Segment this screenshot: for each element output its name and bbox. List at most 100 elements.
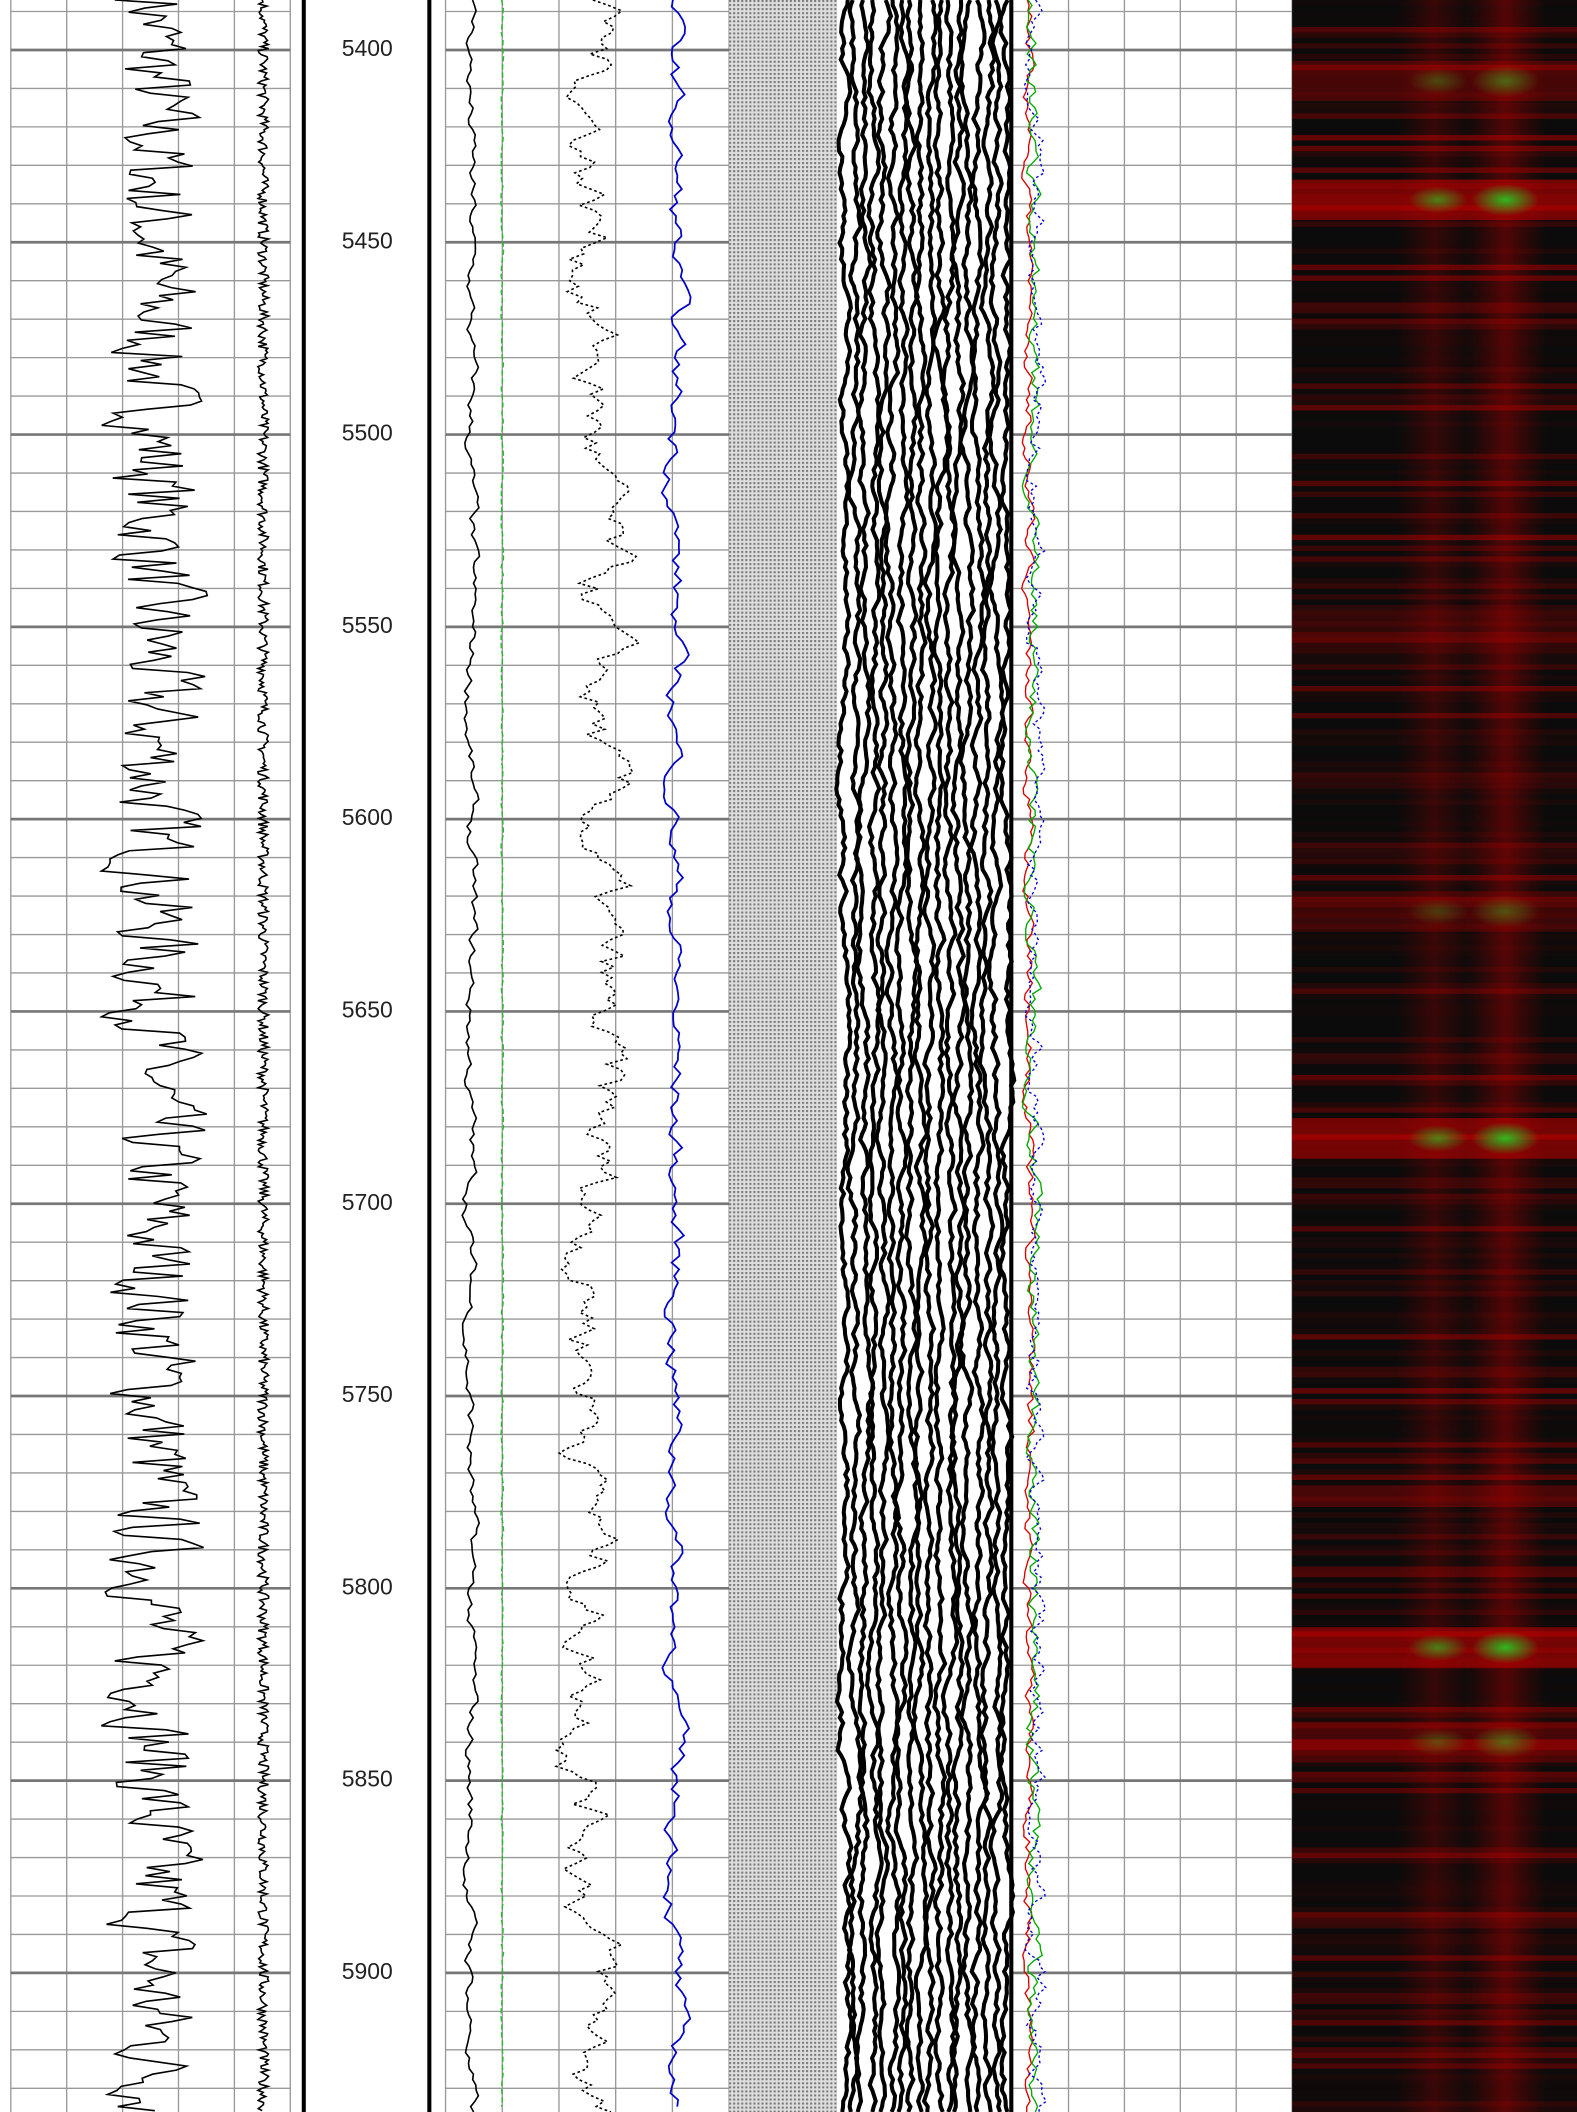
- heat-band: [1292, 729, 1577, 735]
- heat-band: [1292, 664, 1577, 670]
- heat-band: [1292, 275, 1577, 281]
- heat-band: [1292, 1928, 1577, 1933]
- heat-band: [1292, 11, 1577, 16]
- heat-spot: [1471, 183, 1540, 217]
- heat-band: [1292, 38, 1577, 43]
- heat-band: [1292, 1885, 1577, 1891]
- heat-band: [1292, 767, 1577, 773]
- heat-band: [1292, 923, 1577, 930]
- heat-band: [1292, 2085, 1577, 2090]
- heat-band: [1292, 49, 1577, 54]
- heat-band: [1292, 297, 1577, 302]
- heat-band: [1292, 556, 1577, 562]
- heat-band: [1292, 934, 1577, 940]
- heat-band: [1292, 1469, 1577, 1475]
- heat-band: [1292, 318, 1577, 325]
- log-curve: [500, 0, 505, 2107]
- heat-band: [1292, 1804, 1577, 1809]
- heat-band: [1292, 1777, 1577, 1783]
- heat-band: [1292, 1755, 1577, 1761]
- heat-band: [1292, 1706, 1577, 1713]
- heat-band: [1292, 1701, 1577, 1707]
- heat-band: [1292, 2020, 1577, 2026]
- heat-band: [1292, 302, 1577, 308]
- heat-band: [1292, 848, 1577, 854]
- heat-band: [1292, 583, 1577, 589]
- heat-band: [1292, 2047, 1577, 2053]
- heat-band: [1292, 1334, 1577, 1340]
- heat-band: [1292, 1253, 1577, 1259]
- heat-band: [1292, 837, 1577, 842]
- heat-band: [1292, 91, 1577, 98]
- heat-band: [1292, 1550, 1577, 1556]
- heat-band: [1292, 783, 1577, 789]
- heat-spot: [1471, 64, 1540, 98]
- heat-band: [1292, 756, 1577, 761]
- heat-spot: [1408, 1633, 1468, 1661]
- heat-band: [1292, 1010, 1577, 1016]
- depth-label: 5800: [342, 1573, 393, 1599]
- heat-band: [1292, 1917, 1577, 1923]
- heat-band: [1292, 1172, 1577, 1177]
- heat-band: [1292, 940, 1577, 945]
- heat-band: [1292, 221, 1577, 227]
- heat-band: [1292, 1799, 1577, 1804]
- heat-band: [1292, 772, 1577, 778]
- heat-band: [1292, 1193, 1577, 1200]
- heat-band: [1292, 329, 1577, 334]
- log-curve: [874, 0, 894, 2112]
- log-curve: [255, 0, 272, 2112]
- heat-band: [1292, 691, 1577, 697]
- heat-band: [1292, 777, 1577, 784]
- heat-band: [1292, 1307, 1577, 1312]
- heat-band: [1292, 2063, 1577, 2069]
- heat-band: [1292, 270, 1577, 275]
- log-curve: [660, 0, 692, 2107]
- heat-band: [1292, 340, 1577, 346]
- log-curve: [931, 0, 951, 2112]
- heat-band: [1292, 631, 1577, 638]
- heat-band: [1292, 1398, 1577, 1405]
- depth-label: 5400: [342, 35, 393, 61]
- heat-band: [1292, 864, 1577, 869]
- heat-band: [1292, 1712, 1577, 1718]
- heat-band: [1292, 411, 1577, 416]
- heat-band: [1292, 615, 1577, 622]
- heatmap: [1292, 0, 1577, 2112]
- heat-band: [1292, 740, 1577, 746]
- heat-band: [1292, 600, 1577, 605]
- heat-band: [1292, 1161, 1577, 1167]
- heat-band: [1292, 113, 1577, 119]
- log-curve: [957, 0, 977, 2112]
- heat-band: [1292, 508, 1577, 513]
- heat-band: [1292, 1939, 1577, 1945]
- grid: [10, 0, 1293, 2112]
- heat-band: [1292, 1906, 1577, 1913]
- heat-band: [1292, 0, 1577, 6]
- heat-band: [1292, 788, 1577, 795]
- heat-band: [1292, 1004, 1577, 1011]
- heat-band: [1292, 421, 1577, 427]
- heat-band: [1292, 1037, 1577, 1043]
- heat-band: [1292, 399, 1577, 406]
- heat-band: [1292, 1269, 1577, 1275]
- heat-glow: [1397, 0, 1472, 2112]
- heat-band: [1292, 1496, 1577, 1502]
- heat-band: [1292, 1933, 1577, 1940]
- heat-band: [1292, 524, 1577, 529]
- heat-band: [1292, 1285, 1577, 1291]
- heat-band: [1292, 821, 1577, 826]
- heat-band: [1292, 1383, 1577, 1388]
- heat-band: [1292, 950, 1577, 957]
- heat-band: [1292, 1312, 1577, 1318]
- heat-band: [1292, 453, 1577, 460]
- heat-band: [1292, 367, 1577, 373]
- heat-band: [1292, 648, 1577, 654]
- heat-band: [1292, 1328, 1577, 1335]
- heat-band: [1292, 1371, 1577, 1378]
- heat-band: [1292, 480, 1577, 487]
- heat-glow: [1464, 0, 1546, 2112]
- heat-band: [1292, 383, 1577, 389]
- heat-band: [1292, 1982, 1577, 1987]
